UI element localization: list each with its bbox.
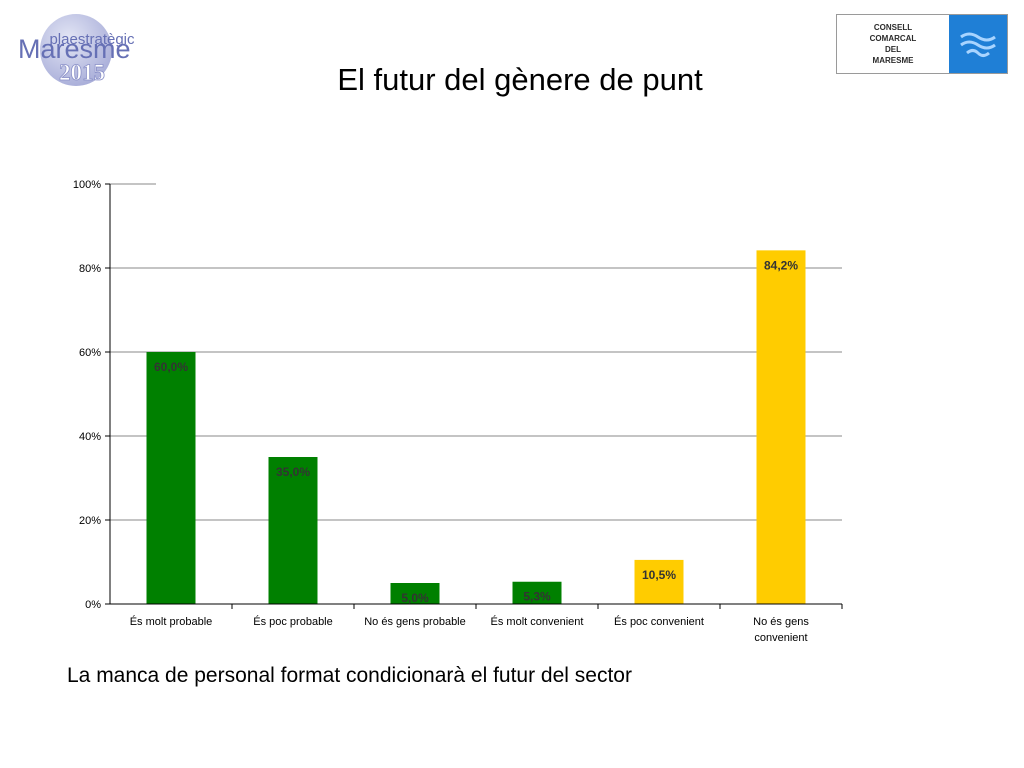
logo-line: DEL xyxy=(885,45,901,54)
logo-circle xyxy=(40,14,112,86)
y-tick-label: 40% xyxy=(79,431,101,443)
data-label: 10,5% xyxy=(642,568,676,582)
footer-caption: La manca de personal format condicionarà… xyxy=(67,664,632,687)
x-tick-label: No és gens xyxy=(753,616,809,628)
slide-title: El futur del gènere de punt xyxy=(337,62,703,97)
x-tick-label: És poc probable xyxy=(253,615,333,628)
bar xyxy=(146,352,196,604)
bar xyxy=(512,581,562,604)
data-label: 60,0% xyxy=(154,360,188,374)
data-label: 5,0% xyxy=(401,591,429,605)
logo-line: CONSELL xyxy=(873,23,913,32)
logo-plaestrategic-text: plaestratègic xyxy=(49,31,135,48)
y-tick-label: 0% xyxy=(85,599,101,611)
y-tick-label: 60% xyxy=(79,347,101,359)
x-tick-label: És molt probable xyxy=(130,615,213,628)
y-tick-label: 20% xyxy=(79,515,101,527)
wave-emblem-icon xyxy=(949,15,1007,73)
x-tick-label: És poc convenient xyxy=(614,615,704,628)
data-label: 84,2% xyxy=(764,258,798,272)
data-label: 35,0% xyxy=(276,465,310,479)
gridlines xyxy=(110,183,842,521)
consell-comarcal-text: CONSELL COMARCAL DEL MARESME xyxy=(837,15,949,73)
logo-line: COMARCAL xyxy=(869,34,917,43)
bar xyxy=(756,250,806,605)
bar xyxy=(634,559,684,604)
data-label: 5,3% xyxy=(523,590,551,604)
x-tick-label: És molt convenient xyxy=(491,615,584,628)
bars xyxy=(146,250,806,605)
axes xyxy=(105,183,843,609)
labels: 0% 20% 40% 60% 80% 100% 60,0% És molt probable 3… xyxy=(73,179,809,644)
plaestrategic-logo: plaestratègic Maresme 2015 xyxy=(14,8,154,90)
logo-line: MARESME xyxy=(872,56,914,65)
y-tick-label: 100% xyxy=(73,179,101,191)
logo-maresme-text: Maresme xyxy=(18,34,131,64)
logo-year-text: 2015 xyxy=(59,60,105,85)
bar xyxy=(390,583,440,604)
x-tick-label: No és gens probable xyxy=(364,616,466,628)
y-tick-label: 80% xyxy=(79,263,101,275)
bar xyxy=(268,457,318,604)
x-tick-label: convenient xyxy=(754,632,807,644)
consell-comarcal-logo: CONSELL COMARCAL DEL MARESME xyxy=(836,14,1008,74)
